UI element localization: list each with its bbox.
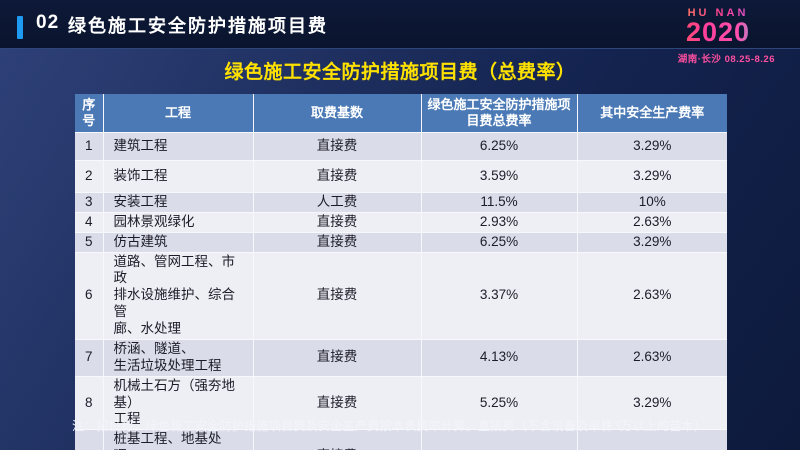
section-number: 02	[36, 12, 60, 33]
table-cell: 10%	[576, 191, 728, 213]
table-cell: 建筑工程	[102, 131, 254, 161]
footnote: 注：招投标，绿色施工安全防护措施项目费及安全生产费按本表费率计算。直接费（不含设…	[72, 419, 707, 433]
table-cell: 安装工程	[102, 191, 254, 213]
table-cell: 直接费	[252, 251, 422, 340]
logo-region-text: HU NAN	[658, 7, 778, 19]
table-cell: 3.29%	[576, 231, 728, 253]
table-cell: 3.29%	[576, 159, 728, 193]
column-header: 工程	[102, 93, 254, 133]
table-header-row: 序号 工程 取费基数 绿色施工安全防护措施项目费总费率 其中安全生产费率	[74, 93, 728, 133]
table-cell: 2.63%	[576, 211, 728, 233]
table-cell: 4	[74, 211, 104, 233]
table-cell: 6.25%	[420, 231, 578, 253]
table-cell: 园林景观绿化	[102, 211, 254, 233]
table-cell: 2	[74, 159, 104, 193]
table-cell: 4.52%	[420, 429, 578, 450]
table-cell: 11.5%	[420, 191, 578, 213]
table-cell: 直接费	[252, 375, 422, 431]
table-cell: 桥涵、隧道、 生活垃圾处理工程	[102, 338, 254, 377]
column-header: 其中安全生产费率	[576, 93, 728, 133]
table-cell: 2.63%	[576, 251, 728, 340]
table-row: 2 装饰工程 直接费 3.59% 3.29%	[74, 159, 728, 193]
table-cell: 3	[74, 191, 104, 213]
top-band: 02 绿色施工安全防护措施项目费	[0, 0, 800, 49]
table-row: 8 机械土石方（强夯地基） 工程 直接费 5.25% 3.29%	[74, 375, 728, 431]
table-cell: 直接费	[252, 231, 422, 253]
page-title: 绿色施工安全防护措施项目费	[68, 16, 328, 36]
fee-table: 序号 工程 取费基数 绿色施工安全防护措施项目费总费率 其中安全生产费率 1 建筑工程 直接…	[74, 93, 728, 450]
table-cell: 1	[74, 131, 104, 161]
column-header: 取费基数	[252, 93, 422, 133]
accent-bar	[17, 16, 23, 39]
table-cell: 仿古建筑	[102, 231, 254, 253]
table-cell: 装饰工程	[102, 159, 254, 193]
table-cell: 3.29%	[576, 375, 728, 431]
table-cell: 3.29%	[576, 429, 728, 450]
table-row: 6 道路、管网工程、市政 排水设施维护、综合管 廊、水处理 直接费 3.37% 2.63…	[74, 251, 728, 340]
table-cell: 直接费	[252, 159, 422, 193]
table-cell: 直接费	[252, 338, 422, 377]
table-cell: 直接费	[252, 131, 422, 161]
table-title: 绿色施工安全防护措施项目费（总费率）	[224, 62, 576, 83]
table-row: 4 园林景观绿化 直接费 2.93% 2.63%	[74, 211, 728, 233]
column-header: 序号	[74, 93, 104, 133]
table-cell: 5.25%	[420, 375, 578, 431]
table-cell: 3.37%	[420, 251, 578, 340]
event-logo: HU NAN 2020	[658, 7, 778, 46]
table-cell: 直接费	[252, 429, 422, 450]
table-row: 3 安装工程 人工费 11.5% 10%	[74, 191, 728, 213]
table-cell: 3.29%	[576, 131, 728, 161]
table-row: 5 仿古建筑 直接费 6.25% 3.29%	[74, 231, 728, 253]
table-cell: 人工费	[252, 191, 422, 213]
table-cell: 桩基工程、地基处理、 基坑支护工程	[102, 429, 254, 450]
table-row: 9桩基工程、地基处理、 基坑支护工程直接费4.52%3.29%	[74, 429, 728, 450]
table-row: 1 建筑工程 直接费 6.25% 3.29%	[74, 131, 728, 161]
table-cell: 2.93%	[420, 211, 578, 233]
table-cell: 6.25%	[420, 131, 578, 161]
table-cell: 3.59%	[420, 159, 578, 193]
table-row: 7 桥涵、隧道、 生活垃圾处理工程 直接费 4.13% 2.63%	[74, 338, 728, 377]
table-cell: 道路、管网工程、市政 排水设施维护、综合管 廊、水处理	[102, 251, 254, 340]
event-location-date: 湖南·长沙 08.25-8.26	[677, 54, 775, 65]
column-header: 绿色施工安全防护措施项目费总费率	[420, 93, 578, 133]
table-cell: 5	[74, 231, 104, 253]
table-cell: 6	[74, 251, 104, 340]
table-cell: 7	[74, 338, 104, 377]
table-cell: 4.13%	[420, 338, 578, 377]
table-cell: 直接费	[252, 211, 422, 233]
table-cell: 2.63%	[576, 338, 728, 377]
logo-year-text: 2020	[658, 19, 778, 46]
table-cell: 9	[74, 429, 104, 450]
table-body: 1 建筑工程 直接费 6.25% 3.29% 2 装饰工程 直接费 3.59% 3.29% 3 安装工…	[74, 131, 728, 450]
